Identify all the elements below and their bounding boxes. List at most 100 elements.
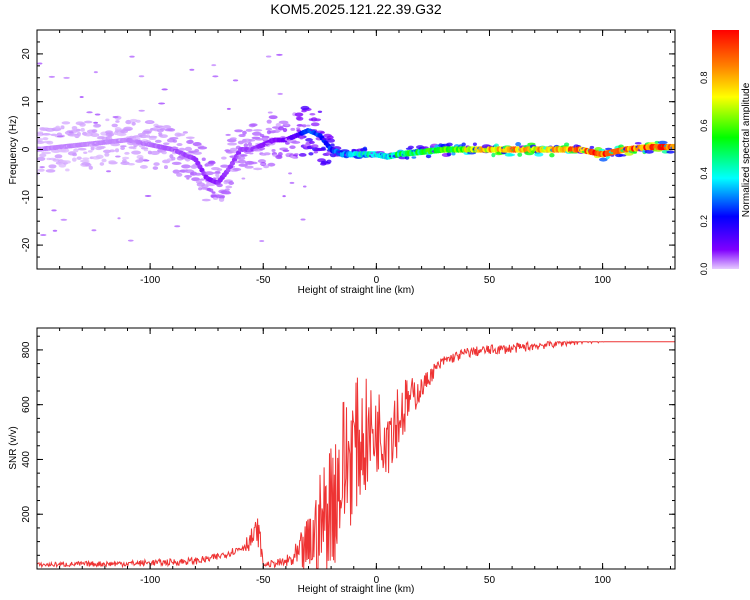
spectrogram-cell xyxy=(155,125,165,128)
spectrogram-cell xyxy=(143,148,149,152)
spectrogram-noise-cell xyxy=(39,166,45,169)
spectrogram-cell xyxy=(123,126,133,131)
spectrogram-noise-cell xyxy=(276,53,283,56)
spectrogram-cell xyxy=(37,140,45,144)
spectrogram-cell xyxy=(644,149,654,154)
spectrogram-cell xyxy=(294,112,304,117)
spectrogram-cell xyxy=(65,168,70,172)
spectrogram-cell xyxy=(60,148,70,153)
spectrogram-cell xyxy=(41,151,52,155)
colorbar-tick-label: 0.0 xyxy=(699,263,709,276)
spectrogram-noise-cell xyxy=(241,177,246,180)
x-tick-label: 0 xyxy=(374,575,380,586)
spectrogram-cell xyxy=(632,151,637,154)
y-tick-label: -10 xyxy=(21,190,32,205)
spectrogram-cell xyxy=(171,156,176,161)
colorbar: 0.0 0.2 0.4 0.6 0.8 Normalized spectral ampl… xyxy=(699,30,750,275)
spectrogram-cell xyxy=(215,173,220,178)
spectrogram-cell xyxy=(37,156,46,161)
spectrogram-cell xyxy=(252,129,263,132)
spectrogram-cell xyxy=(163,165,168,170)
spectrogram-noise-cell xyxy=(144,194,152,197)
spectrogram-cell xyxy=(63,160,71,164)
spectrogram-noise-cell xyxy=(68,131,74,134)
spectrogram-cell xyxy=(152,166,159,170)
spectrogram-cell xyxy=(58,163,67,168)
spectrogram-cell xyxy=(79,122,86,127)
spectrogram-noise-cell xyxy=(212,177,217,180)
spectrogram-cell xyxy=(265,127,273,131)
spectrogram-cell xyxy=(161,150,167,155)
spectrogram-cell xyxy=(96,145,106,149)
spectrogram-cell xyxy=(131,121,136,126)
spectrogram-cell xyxy=(238,163,248,167)
spectrogram-noise-cell xyxy=(48,75,56,78)
spectrogram-cell xyxy=(172,139,177,143)
spectrogram-cell xyxy=(257,159,266,164)
spectrogram-cell xyxy=(105,132,115,137)
spectrogram-cell xyxy=(245,128,253,132)
y-tick-label: 600 xyxy=(21,396,32,413)
spectrogram-cell xyxy=(619,154,627,157)
spectrogram-cell xyxy=(194,172,202,176)
spectrogram-cell xyxy=(176,142,183,147)
spectrogram-noise-cell xyxy=(161,88,168,91)
spectrogram-cell xyxy=(52,158,60,162)
spectrogram-cell xyxy=(229,137,237,141)
spectrogram-cell xyxy=(150,150,160,155)
x-tick-label: -50 xyxy=(256,575,271,586)
spectrogram-cell xyxy=(148,137,157,141)
spectrogram-cell xyxy=(282,149,290,153)
spectrogram-cell xyxy=(45,169,56,173)
colorbar-tick-label: 0.2 xyxy=(699,215,709,228)
spectrogram-x-label: Height of straight line (km) xyxy=(298,285,415,296)
spectrogram-cell xyxy=(90,132,100,137)
spectrogram-noise-cell xyxy=(174,225,181,228)
spectrogram-cell xyxy=(111,123,118,128)
spectrogram-noise-cell xyxy=(142,159,150,162)
spectrogram-noise-cell xyxy=(288,172,293,175)
spectrogram-cell xyxy=(84,163,92,167)
spectrogram-cell xyxy=(589,145,595,149)
spectrogram-noise-cell xyxy=(186,165,190,168)
colorbar-tick-label: 0.6 xyxy=(699,119,709,132)
spectrogram-cell xyxy=(153,162,160,166)
spectrogram-cell xyxy=(242,130,247,135)
spectrogram-ridge-cell xyxy=(671,143,675,151)
spectrogram-cell xyxy=(319,131,325,134)
spectrogram-cell xyxy=(266,119,272,124)
x-tick-label: 0 xyxy=(374,275,380,286)
spectrogram-noise-cell xyxy=(178,156,182,159)
colorbar-ticks: 0.0 0.2 0.4 0.6 0.8 xyxy=(699,72,709,276)
spectrogram-cell xyxy=(326,138,335,143)
spectrogram-cell xyxy=(317,110,323,114)
spectrogram-cell xyxy=(326,159,332,164)
spectrogram-cell xyxy=(109,149,116,153)
spectrogram-noise-cell xyxy=(127,239,134,242)
spectrogram-cell xyxy=(194,148,200,153)
spectrogram-noise-cell xyxy=(93,71,98,74)
spectrogram-noise-cell xyxy=(226,107,231,110)
spectrogram-cell xyxy=(291,140,301,144)
spectrogram-cell xyxy=(225,185,233,189)
spectrogram-noise-cell xyxy=(56,135,64,138)
spectrogram-cell xyxy=(451,151,456,156)
spectrogram-cell xyxy=(131,150,141,155)
spectrogram-cell xyxy=(115,120,120,123)
spectrogram-noise-cell xyxy=(173,147,179,150)
x-tick-label: -100 xyxy=(140,575,160,586)
spectrogram-noise-cell xyxy=(52,229,58,232)
spectrogram-noise-cell xyxy=(40,233,47,236)
spectrogram-cell xyxy=(278,120,289,124)
spectrogram-cell xyxy=(192,141,202,147)
colorbar-label: Normalized spectral amplitude xyxy=(741,82,750,217)
spectrogram-cell xyxy=(300,105,310,111)
colorbar-tick-label: 0.4 xyxy=(699,167,709,180)
spectrogram-cell xyxy=(120,146,125,150)
spectrogram-noise-cell xyxy=(106,170,111,173)
spectrogram-cell xyxy=(159,134,168,139)
spectrogram-noise-cell xyxy=(277,92,284,95)
spectrogram-noise-cell xyxy=(158,102,166,105)
